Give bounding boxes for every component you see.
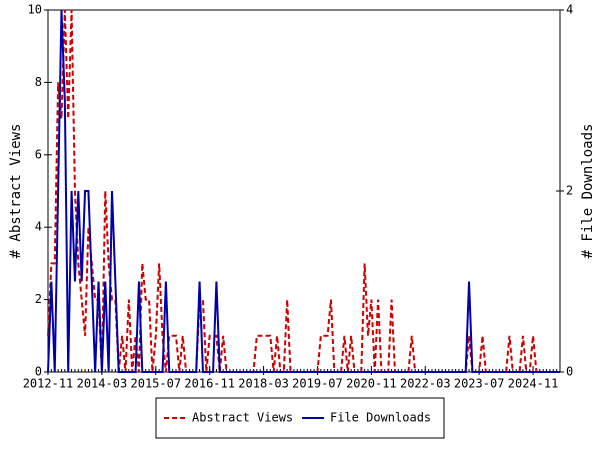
y2-tick-label: 2 bbox=[566, 184, 573, 198]
x-tick-label: 2016-11 bbox=[184, 377, 235, 391]
y-axis-label: # Abstract Views bbox=[8, 124, 24, 259]
legend-label: File Downloads bbox=[330, 411, 431, 425]
series-line bbox=[47, 9, 560, 373]
x-tick-label: 2024-11 bbox=[508, 377, 559, 391]
x-tick-label: 2023-07 bbox=[454, 377, 505, 391]
x-tick-label: 2014-03 bbox=[77, 377, 128, 391]
y-tick-label: 10 bbox=[28, 3, 42, 17]
y-tick-label: 8 bbox=[35, 75, 42, 89]
y-tick-label: 6 bbox=[35, 147, 42, 161]
x-tick-label: 2015-07 bbox=[131, 377, 182, 391]
x-tick-label: 2020-11 bbox=[346, 377, 397, 391]
plot-frame bbox=[47, 9, 561, 373]
y-tick-label: 4 bbox=[35, 220, 42, 234]
y-tick-label: 2 bbox=[35, 292, 42, 306]
series-line bbox=[47, 9, 560, 373]
x-tick-label: 2018-03 bbox=[238, 377, 289, 391]
y2-tick-label: 0 bbox=[566, 365, 573, 379]
y2-tick-label: 4 bbox=[566, 3, 573, 17]
x-tick-label: 2012-11 bbox=[23, 377, 74, 391]
legend-label: Abstract Views bbox=[192, 411, 293, 425]
x-tick-label: 2022-03 bbox=[400, 377, 451, 391]
legend-box bbox=[155, 397, 445, 439]
y2-axis-label: # File Downloads bbox=[580, 124, 596, 259]
x-tick-label: 2019-07 bbox=[292, 377, 343, 391]
y-tick-label: 0 bbox=[35, 365, 42, 379]
